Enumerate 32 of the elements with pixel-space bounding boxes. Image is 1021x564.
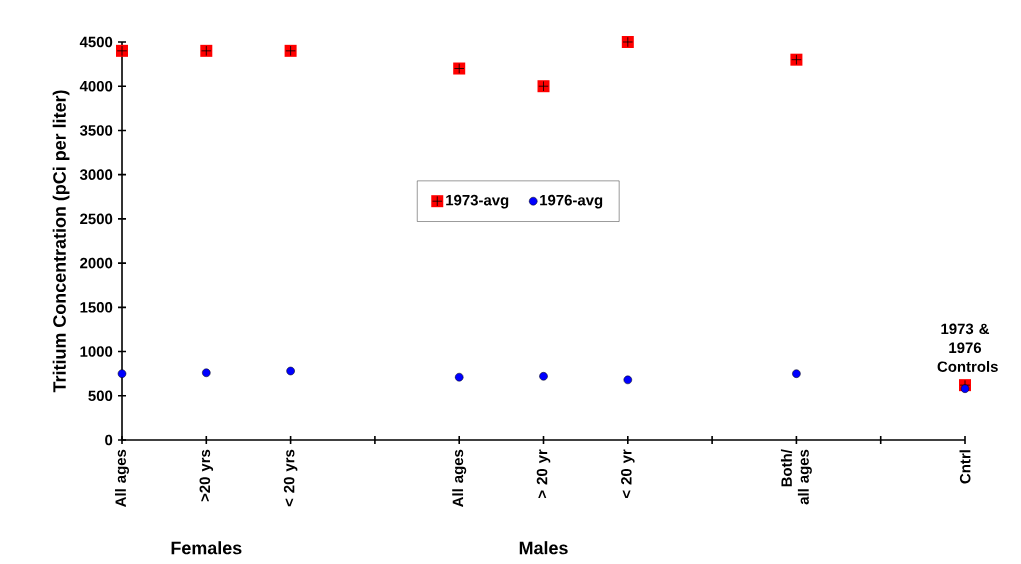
x-tick-label: Both/ all ages (780, 449, 812, 505)
legend-label: 1973-avg (446, 194, 509, 209)
point (792, 369, 801, 378)
text: Females (171, 541, 242, 555)
point (286, 366, 295, 376)
annotation: 1973 & 1976 Controls (937, 323, 998, 372)
y-tick-label: 4000 (79, 80, 113, 92)
text: Males (519, 541, 568, 555)
point (539, 372, 548, 381)
y-tick-label: 0 (105, 434, 113, 446)
x-tick-label: < 20 yr (621, 449, 635, 498)
x-tick-label: All ages (115, 449, 130, 507)
x-tick-label: >20 yrs (199, 449, 214, 502)
y-tick-label: 2500 (80, 213, 113, 225)
y-tick-label: 4500 (79, 36, 113, 48)
y-tick-label: 2000 (80, 257, 113, 269)
point (960, 384, 970, 393)
point (202, 368, 211, 378)
y-tick-label: 1000 (80, 346, 113, 357)
point (623, 375, 633, 385)
y-tick-label: 3500 (79, 125, 113, 136)
point (117, 369, 127, 378)
point (454, 372, 464, 382)
x-tick-label: Cntrl (959, 450, 971, 484)
x-tick-label: > 20 yr (536, 449, 551, 498)
x-tick-label: < 20 yrs (283, 449, 298, 507)
legend-label: 1976-avg (540, 194, 603, 209)
y-tick-label: 1500 (80, 302, 113, 313)
x-tick-label: All ages (452, 449, 467, 507)
y-tick-label: 500 (88, 390, 113, 402)
y-tick-label: 3000 (79, 169, 113, 180)
y-axis-title: Tritium Concentration (pCi per liter) (52, 90, 70, 393)
